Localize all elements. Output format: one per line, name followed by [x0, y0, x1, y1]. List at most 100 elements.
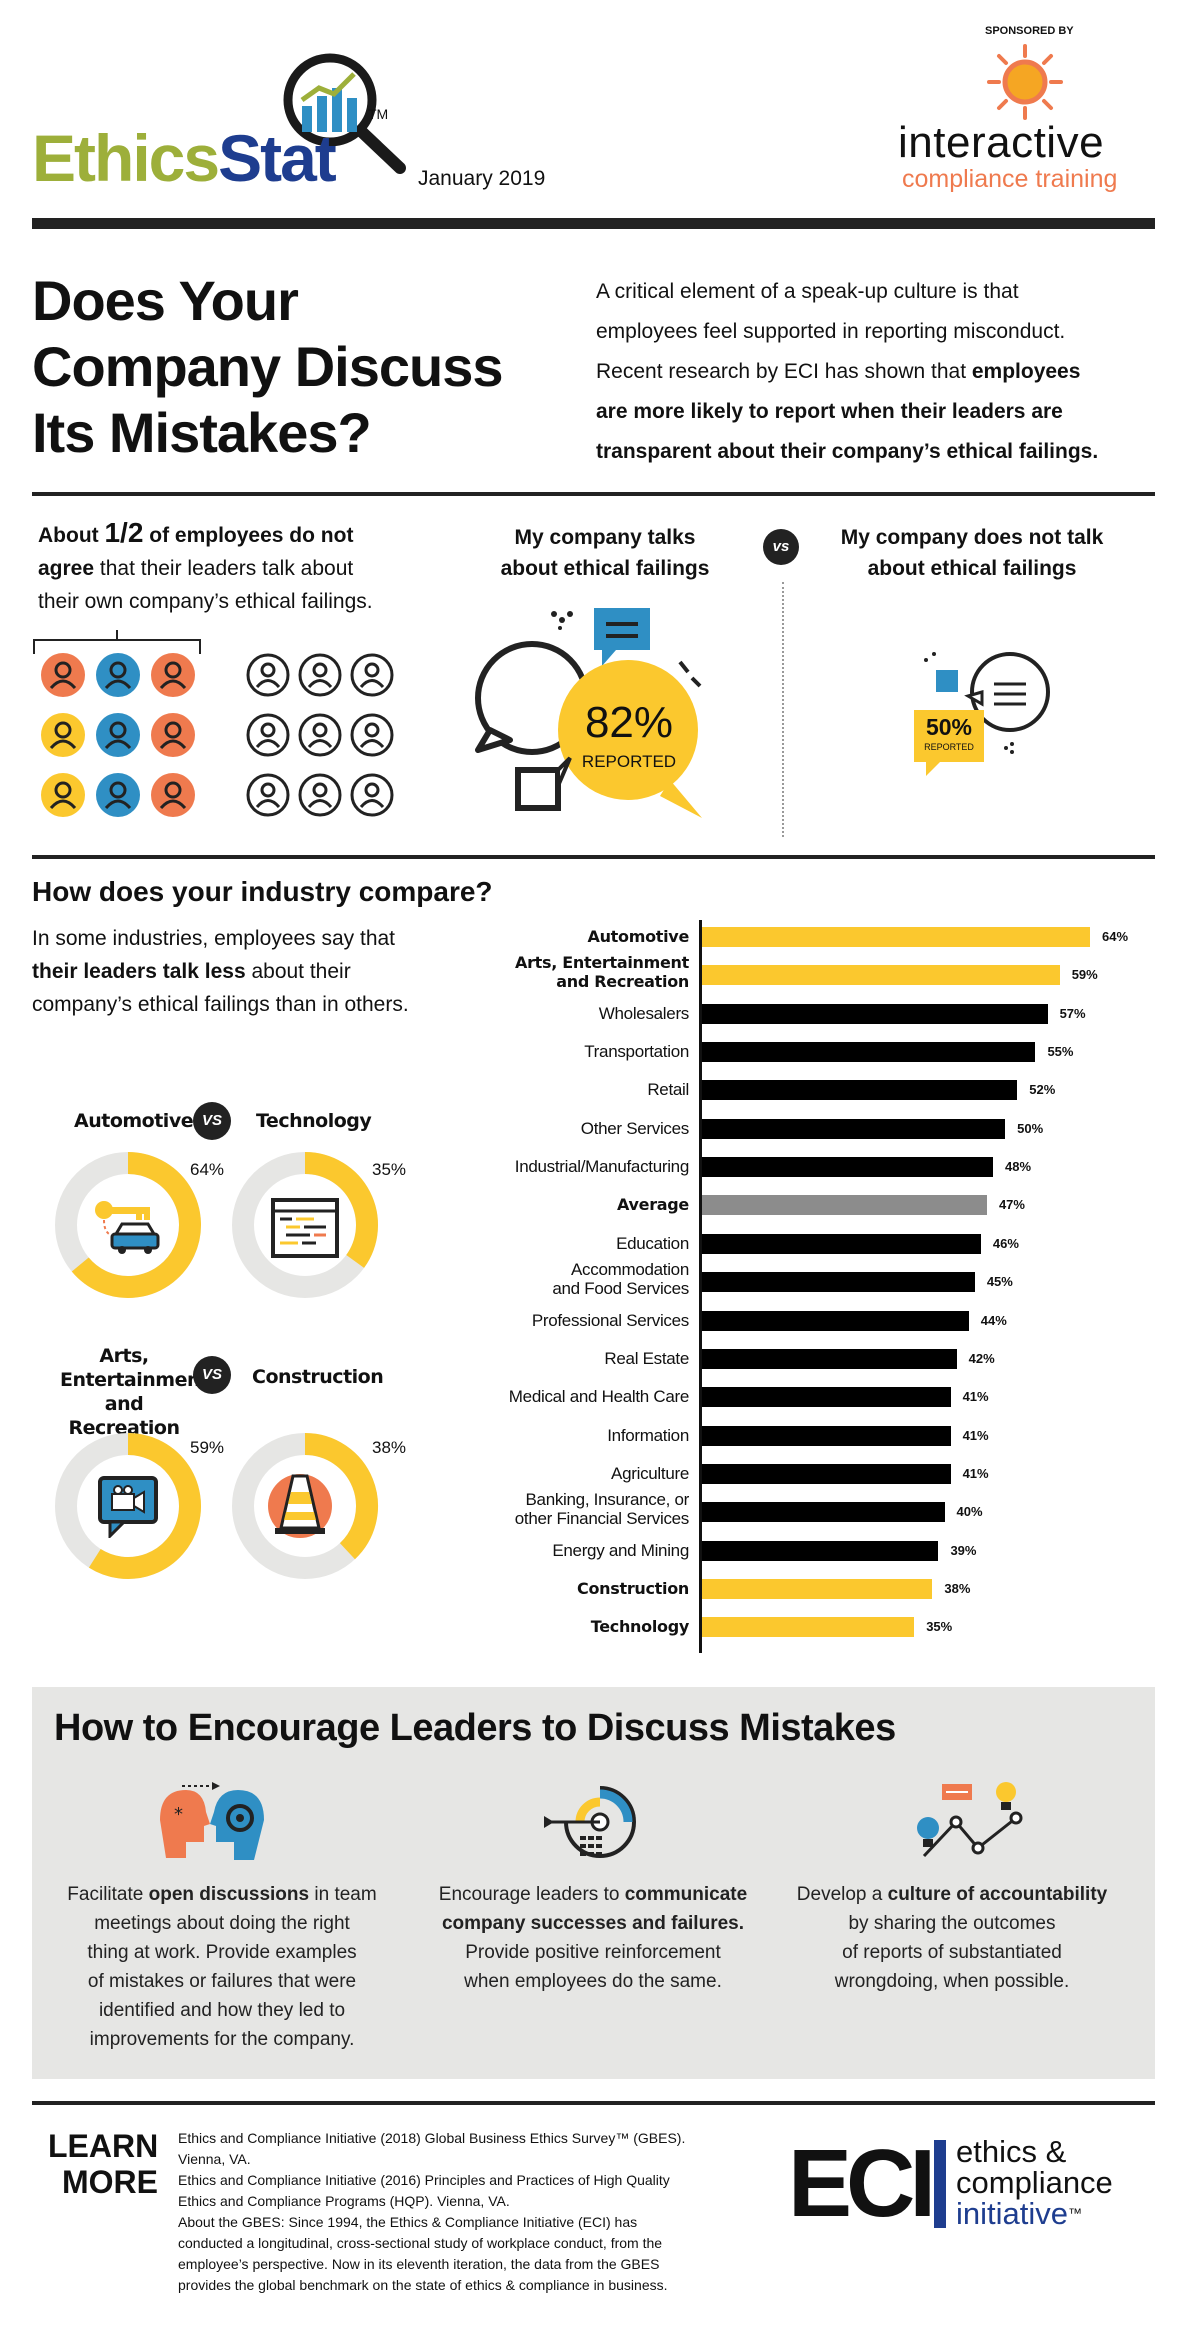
- bar: [702, 1195, 987, 1216]
- about-text: that their leaders talk about: [94, 557, 354, 580]
- more-text: MORE: [62, 2164, 158, 2200]
- tip-line: of mistakes or failures that were: [62, 1967, 382, 1996]
- chart-axis: [699, 920, 702, 1653]
- eci-bar: [934, 2140, 946, 2228]
- not-talk-heading-line: about ethical failings: [867, 557, 1077, 580]
- tip-text: Develop a: [796, 1884, 888, 1905]
- bar-category-label-line: Transportation: [584, 1042, 689, 1062]
- bar-value-label: 42%: [968, 1350, 995, 1366]
- not-talk-heading: My company does not talk about ethical f…: [812, 522, 1132, 584]
- bar-value-label: 41%: [962, 1389, 989, 1405]
- bar-value-label: 48%: [1005, 1159, 1032, 1175]
- tip-line: improvements for the company.: [62, 2025, 382, 2054]
- bar-value-label: 40%: [956, 1504, 983, 1520]
- bar-category-label-line: Construction: [577, 1578, 689, 1598]
- tip-line: Encourage leaders to communicate: [433, 1880, 753, 1909]
- intro-line: employees feel supported in reporting mi…: [596, 320, 1066, 343]
- bar-value-label: 55%: [1047, 1044, 1074, 1060]
- tip-text: identified and how they led to: [98, 2000, 346, 2021]
- bar-category-label: Construction: [389, 1579, 689, 1598]
- bar: [702, 927, 1090, 947]
- employee-avatar-icon: [41, 773, 85, 817]
- bar-category-label: Energy and Mining: [389, 1541, 689, 1560]
- talk-bubbles-illustration: [475, 608, 702, 818]
- bar-category-label-line: Agriculture: [611, 1463, 689, 1483]
- bar: [702, 1348, 957, 1369]
- bar: [702, 965, 1060, 986]
- industry-heading: How does your industry compare?: [32, 876, 493, 907]
- learn-text: LEARN: [48, 2128, 159, 2164]
- bar-category-label-line: Average: [617, 1195, 689, 1215]
- encourage-heading: How to Encourage Leaders to Discuss Mist…: [54, 1707, 896, 1749]
- tip-emphasis: open discussions: [148, 1884, 310, 1905]
- employee-avatar-icon: [151, 713, 195, 757]
- ethicsstat-logo: EthicsStat TM: [32, 40, 412, 200]
- stats-divider: [32, 855, 1155, 859]
- talks-percent: 82%: [584, 698, 674, 747]
- bar: [702, 1387, 951, 1408]
- bar-category-label-line: Wholesalers: [598, 1003, 690, 1023]
- donut-pct-automotive: 64%: [190, 1160, 225, 1179]
- donut-arts: [55, 1433, 201, 1579]
- logo-stat: Stat: [218, 121, 337, 195]
- person-outline-icon: [350, 653, 394, 697]
- car-key-icon: [95, 1201, 160, 1254]
- tip-culture-accountability: Develop a culture of accountability by sh…: [792, 1880, 1112, 1996]
- employee-avatar-icon: [41, 713, 85, 757]
- bar: [702, 1578, 933, 1599]
- donut-title-line: Arts,: [99, 1345, 149, 1367]
- donut-automotive: [55, 1152, 201, 1298]
- industry-desc-line: In some industries, employees say that: [32, 927, 396, 950]
- code-window-icon: [271, 1198, 339, 1258]
- person-outline-icon: [298, 653, 342, 697]
- not-talk-reported: REPORTED: [924, 742, 974, 752]
- tip-line: Develop a culture of accountability: [792, 1880, 1112, 1909]
- bar-value-label: 52%: [1029, 1082, 1056, 1098]
- not-talk-heading-line: My company does not talk: [840, 526, 1104, 549]
- tip-text: by sharing the outcomes: [848, 1913, 1056, 1934]
- bar-category-label: Information: [389, 1426, 689, 1445]
- talks-heading: My company talks about ethical failings: [470, 522, 740, 584]
- bar: [702, 1080, 1018, 1101]
- bar: [702, 1310, 969, 1331]
- tip-text: wrongdoing, when possible.: [834, 1971, 1070, 1992]
- eci-wordmark: ethics & compliance initiative™: [956, 2136, 1113, 2229]
- person-outline-icon: [350, 713, 394, 757]
- tip-text: meetings about doing the right: [94, 1913, 350, 1934]
- vs-text: VS: [201, 1366, 222, 1383]
- bar-category-label: Other Services: [389, 1118, 690, 1138]
- talks-reported: REPORTED: [581, 752, 677, 771]
- bar-category-label-line: Real Estate: [604, 1348, 689, 1368]
- about-text: of employees do not: [143, 524, 354, 547]
- bar-value-label: 50%: [1017, 1120, 1044, 1136]
- tip-line: meetings about doing the right: [62, 1909, 382, 1938]
- report-date: January 2019: [418, 167, 546, 190]
- person-outline-icon: [350, 773, 394, 817]
- logo-tm: TM: [368, 106, 389, 122]
- half-employees-text: About 1/2 of employees do not agree that…: [38, 516, 373, 618]
- tip-line: when employees do the same.: [433, 1967, 753, 1996]
- vs-text: VS: [201, 1112, 222, 1129]
- bar-category-label-line: Information: [607, 1425, 689, 1445]
- about-text: About: [38, 524, 105, 547]
- bar: [702, 1463, 951, 1484]
- bar-value-label: 57%: [1059, 1005, 1086, 1021]
- tip-line: Provide positive reinforcement: [433, 1938, 753, 1967]
- bar-category-label-line: and Food Services: [552, 1279, 689, 1299]
- learn-more-label: LEARN MORE: [48, 2128, 158, 2200]
- intro-text: Recent research by ECI has shown that: [596, 360, 972, 383]
- bar-category-label-line: Energy and Mining: [552, 1540, 689, 1560]
- tip-line: of reports of substantiated: [792, 1938, 1112, 1967]
- bar-category-label-line: Professional Services: [531, 1310, 689, 1330]
- donut-pct-arts: 59%: [190, 1438, 225, 1457]
- bar-category-label-line: Other Services: [580, 1118, 690, 1138]
- tip-text: Encourage leaders to: [438, 1884, 625, 1905]
- bar: [702, 1272, 975, 1293]
- bar-category-label: Technology: [389, 1617, 690, 1636]
- tip-line: by sharing the outcomes: [792, 1909, 1112, 1938]
- bar-value-label: 45%: [986, 1274, 1013, 1290]
- donut-technology: [232, 1152, 378, 1298]
- talks-heading-line: My company talks: [514, 526, 696, 549]
- bar: [702, 1003, 1048, 1024]
- bar-category-label: Medical and Health Care: [389, 1387, 690, 1406]
